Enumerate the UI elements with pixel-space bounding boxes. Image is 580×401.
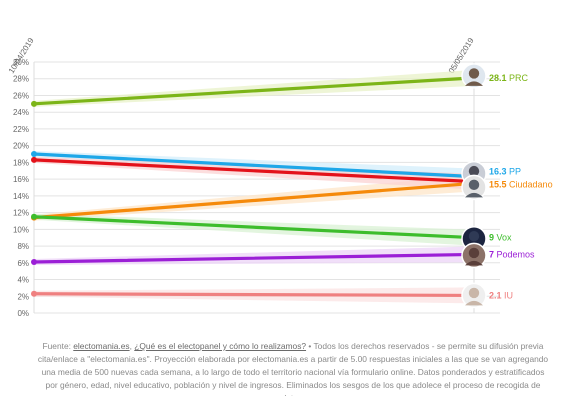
series-name-label: Podemos bbox=[497, 249, 536, 259]
avatar-body bbox=[465, 192, 483, 198]
series-start-point bbox=[31, 100, 37, 107]
y-tick-label: 18% bbox=[13, 158, 29, 167]
series-line bbox=[32, 158, 476, 184]
y-tick-label: 28% bbox=[13, 75, 29, 84]
y-tick-label: 6% bbox=[17, 259, 29, 268]
avatar-head bbox=[468, 165, 480, 177]
series-label: 15.5 Ciudadano bbox=[489, 179, 553, 189]
y-tick-label: 26% bbox=[13, 91, 29, 100]
y-tick-label: 12% bbox=[13, 209, 29, 218]
y-tick-label: 10% bbox=[13, 225, 29, 234]
series-name-label: Vox bbox=[497, 233, 513, 243]
y-tick-label: 22% bbox=[13, 125, 29, 134]
electopanel-info-link[interactable]: ¿Qué es el electopanel y cómo lo realiza… bbox=[134, 341, 307, 351]
y-tick-label: 14% bbox=[13, 192, 29, 201]
source-link[interactable]: electomania.es bbox=[73, 341, 130, 351]
series-lines bbox=[31, 74, 477, 299]
y-axis: 0% 2% 4% 6% 8% 10% 12% 14% 16% 18% 20% 22% 24% 26% 28%… bbox=[13, 58, 29, 318]
series-label: 16.3 PP bbox=[489, 167, 521, 177]
series-label: 7 Podemos bbox=[489, 249, 535, 259]
series-value-label: 9 bbox=[489, 233, 497, 243]
series-name-label: PP bbox=[509, 167, 521, 177]
avatar-prc bbox=[461, 63, 487, 89]
avatar-body bbox=[465, 260, 483, 266]
series-value-label: 2.1 bbox=[489, 290, 504, 300]
footer-text: • Todos los derechos reservados - se per… bbox=[37, 341, 549, 396]
avatar-head bbox=[468, 247, 480, 259]
series-line bbox=[32, 181, 476, 220]
y-tick-label: 16% bbox=[13, 175, 29, 184]
avatar-head bbox=[468, 68, 480, 79]
series-line bbox=[32, 152, 476, 179]
avatar-cs bbox=[461, 174, 487, 201]
avatar-body bbox=[465, 81, 483, 86]
y-tick-label: 24% bbox=[13, 108, 29, 117]
series-value-label: 7 bbox=[489, 249, 497, 259]
series-line bbox=[32, 292, 476, 298]
series-name-label: IU bbox=[504, 290, 513, 300]
series-start-point bbox=[31, 213, 37, 220]
series-start-point bbox=[31, 156, 37, 163]
y-tick-label: 0% bbox=[17, 309, 29, 318]
series-start-point bbox=[31, 258, 37, 265]
y-tick-label: 2% bbox=[17, 292, 29, 301]
candidate-avatars bbox=[461, 63, 487, 309]
y-tick-label: 30% bbox=[13, 58, 29, 67]
series-name-label: PRC bbox=[509, 73, 529, 83]
avatar-podemos bbox=[461, 242, 487, 269]
avatar-head bbox=[468, 287, 480, 299]
series-start-point bbox=[31, 151, 37, 158]
series-name-label: Ciudadano bbox=[509, 179, 553, 189]
series-label: 9 Vox bbox=[489, 233, 512, 243]
series-line bbox=[32, 76, 476, 106]
series-label: 2.1 IU bbox=[489, 290, 513, 300]
y-tick-label: 20% bbox=[13, 142, 29, 151]
series-value-label: 28.1 bbox=[489, 73, 509, 83]
avatar-head bbox=[468, 179, 480, 191]
avatar-head bbox=[468, 231, 480, 242]
y-tick-label: 4% bbox=[17, 276, 29, 285]
confidence-bands bbox=[34, 69, 474, 304]
avatar-iu bbox=[461, 282, 487, 309]
series-line bbox=[32, 215, 476, 240]
series-label: 28.1 PRC bbox=[489, 73, 529, 83]
series-value-label: 15.5 bbox=[489, 179, 509, 189]
y-tick-label: 8% bbox=[17, 242, 29, 251]
chart-footer: Fuente: electomania.es, ¿Qué es el elect… bbox=[36, 340, 550, 396]
series-start-point bbox=[31, 290, 37, 297]
series-line bbox=[32, 252, 476, 264]
footer-separator: , bbox=[129, 341, 135, 351]
avatar-body bbox=[465, 300, 483, 306]
line-chart: 0% 2% 4% 6% 8% 10% 12% 14% 16% 18% 20% 22% 24% 26% 28%… bbox=[7, 36, 553, 318]
footer-prefix: Fuente: bbox=[42, 341, 74, 351]
x-tick-label: 10/04/2019 bbox=[7, 36, 36, 75]
series-value-label: 16.3 bbox=[489, 167, 509, 177]
